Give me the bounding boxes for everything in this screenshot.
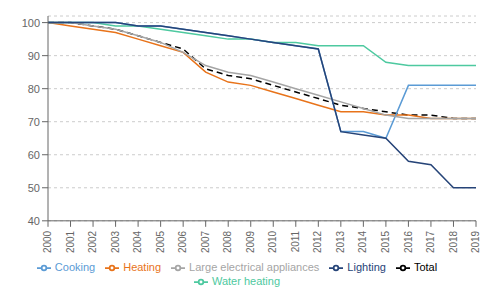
html-text:Lighting: Lighting [347,260,386,273]
svg-text:2005: 2005 [155,230,166,253]
svg-text:2013: 2013 [335,230,346,253]
svg-text:2004: 2004 [132,230,143,253]
svg-text:2015: 2015 [380,230,391,253]
html-text:Heating: Heating [123,260,162,273]
svg-text:2006: 2006 [177,230,188,253]
svg-text:2001: 2001 [65,230,76,253]
svg-text:2011: 2011 [290,230,301,252]
svg-text:80: 80 [28,83,40,95]
svg-text:40: 40 [28,215,40,227]
svg-text:90: 90 [28,50,40,62]
svg-text:70: 70 [28,116,40,128]
svg-text:2016: 2016 [403,230,414,253]
html-text:Large electrical appliances: Large electrical appliances [189,260,320,273]
html-text:Water heating: Water heating [212,274,280,287]
html-text:Cooking: Cooking [54,260,96,273]
svg-text:2010: 2010 [267,230,278,253]
svg-text:2007: 2007 [200,230,211,253]
svg-text:2009: 2009 [245,230,256,253]
svg-text:2017: 2017 [425,230,436,253]
svg-text:2018: 2018 [448,230,459,253]
svg-text:60: 60 [28,149,40,161]
html-text:Total: Total [413,260,438,273]
svg-text:2000: 2000 [42,230,53,253]
svg-text:2003: 2003 [110,230,121,253]
svg-text:50: 50 [28,182,40,194]
svg-text:2014: 2014 [357,230,368,253]
svg-text:100: 100 [22,17,40,29]
svg-text:2002: 2002 [87,230,98,253]
svg-text:2008: 2008 [222,230,233,253]
svg-text:2012: 2012 [312,230,323,253]
svg-text:2019: 2019 [470,230,481,253]
